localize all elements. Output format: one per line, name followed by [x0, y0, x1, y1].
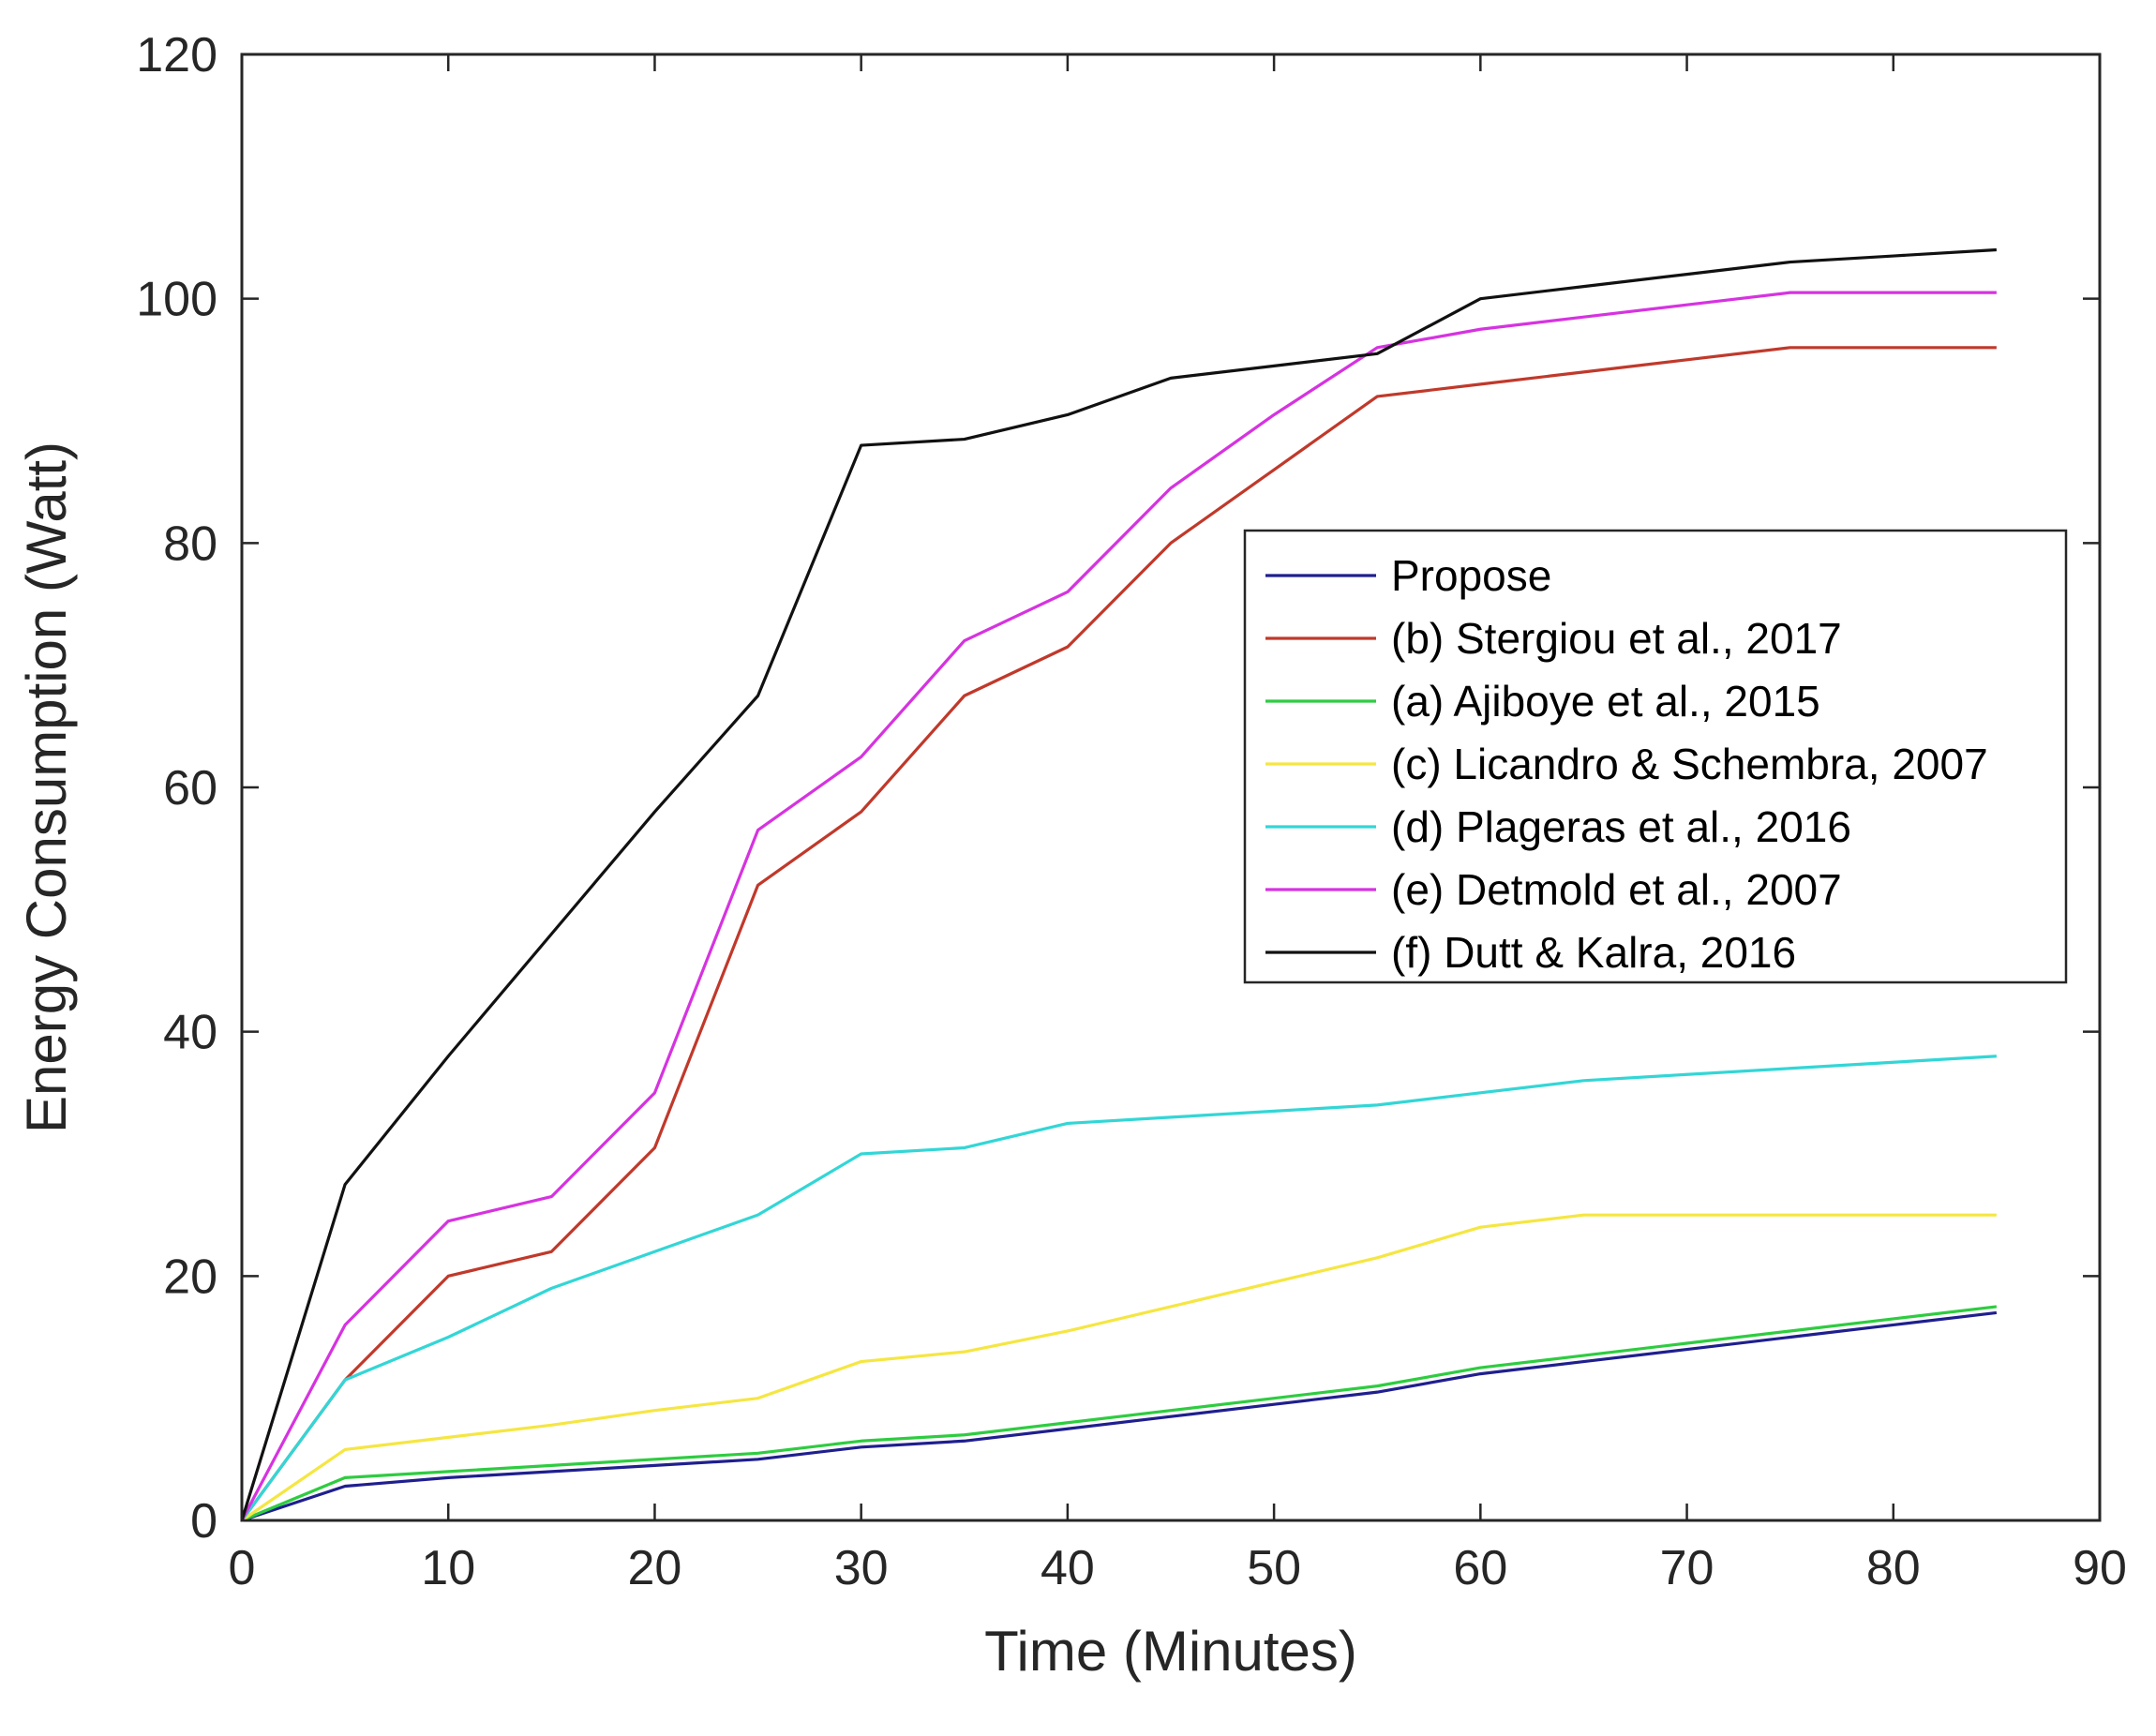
legend-label-1: Propose — [1391, 551, 1551, 600]
legend-items: Propose (b) Stergiou et al., 2017 (a) Ajib… — [1265, 551, 1988, 977]
legend-label-4: (c) Licandro & Schembra, 2007 — [1391, 740, 1988, 788]
x-tick-label: 60 — [1453, 1541, 1507, 1595]
x-tick-label: 30 — [834, 1541, 889, 1595]
series-layer — [240, 247, 1998, 1522]
legend-label-2: (b) Stergiou et al., 2017 — [1391, 614, 1842, 663]
y-axis-title: Energy Consumption (Watt) — [15, 441, 78, 1133]
y-tick-label: 60 — [163, 761, 217, 816]
y-tick-label: 120 — [136, 28, 217, 82]
x-tick-label: 10 — [421, 1541, 475, 1595]
y-tick-label: 20 — [163, 1250, 217, 1304]
series-line-7 — [240, 247, 1997, 1521]
y-axis-ticks: 0 20 40 60 80 100 120 — [136, 28, 2100, 1549]
series-line-6 — [240, 291, 1997, 1521]
x-tick-label: 70 — [1660, 1541, 1714, 1595]
plot-area: 0 10 20 30 40 50 60 70 80 90 0 20 40 60 80 100 120 — [136, 28, 2127, 1595]
legend: Propose (b) Stergiou et al., 2017 (a) Ajib… — [1243, 529, 2068, 984]
x-axis-ticks: 0 10 20 30 40 50 60 70 80 90 — [229, 54, 2127, 1595]
y-tick-label: 80 — [163, 516, 217, 571]
y-tick-label: 0 — [190, 1494, 217, 1549]
series-line-5 — [240, 1055, 1997, 1521]
legend-label-3: (a) Ajiboye et al., 2015 — [1391, 677, 1820, 726]
x-tick-label: 90 — [2073, 1541, 2127, 1595]
y-tick-label: 40 — [163, 1006, 217, 1060]
x-tick-label: 50 — [1247, 1541, 1301, 1595]
legend-label-5: (d) Plageras et al., 2016 — [1391, 802, 1851, 851]
series-line-4 — [241, 1213, 1997, 1522]
x-tick-label: 40 — [1041, 1541, 1095, 1595]
x-tick-label: 80 — [1866, 1541, 1921, 1595]
x-tick-label: 20 — [628, 1541, 682, 1595]
legend-box — [1243, 529, 2068, 984]
x-tick-label: 0 — [229, 1541, 256, 1595]
y-tick-label: 100 — [136, 273, 217, 327]
x-axis-title: Time (Minutes) — [984, 1620, 1357, 1683]
series-line-3 — [241, 1305, 1998, 1522]
series-line-2 — [240, 346, 1997, 1521]
legend-label-7: (f) Dutt & Kalra, 2016 — [1391, 928, 1796, 977]
legend-label-6: (e) Detmold et al., 2007 — [1391, 865, 1842, 914]
series-line-1 — [241, 1310, 1998, 1522]
